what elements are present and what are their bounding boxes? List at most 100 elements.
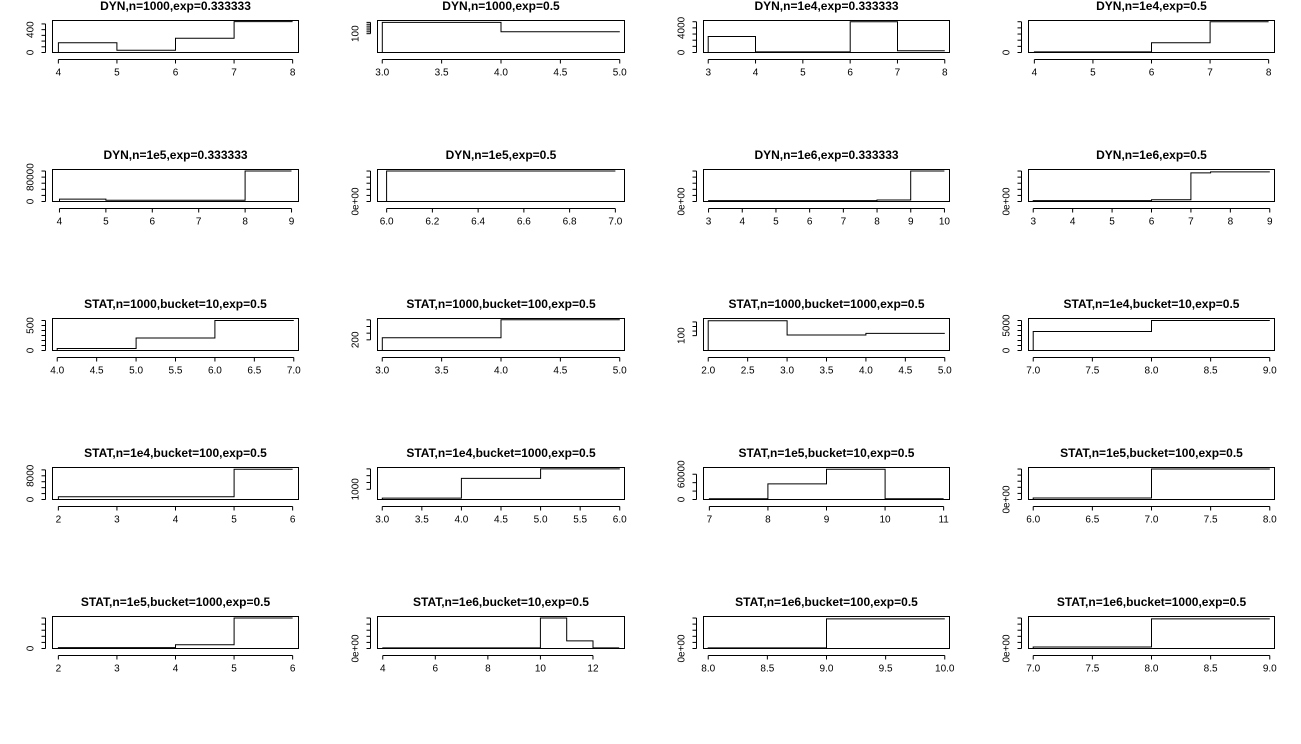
x-tick-label: 4.0 [50,366,64,377]
plot-frame [52,616,299,649]
plot-frame [377,20,625,53]
x-tick-label: 3.5 [415,515,429,526]
x-tick-label: 9 [908,217,914,228]
x-tick-label: 7.5 [1085,366,1099,377]
y-tick-label: 1000 [351,478,362,501]
y-tick-label: 80000 [26,163,37,191]
x-tick-label: 9.0 [820,664,834,675]
x-tick-label: 5.0 [534,515,548,526]
x-tick-label: 3.5 [435,68,449,79]
x-tick-label: 6.4 [471,217,485,228]
x-tick-label: 5.0 [938,366,952,377]
series-step-line [1032,171,1270,202]
x-tick-label: 3.0 [375,68,389,79]
chart-title: DYN,n=1e6,exp=0.5 [1096,148,1207,162]
x-tick-label: 5 [1109,217,1115,228]
chart-panel: STAT,n=1e5,bucket=10,exp=0.5 7 8 9 10 11 0 6000… [677,446,950,526]
x-tick-label: 11 [938,515,949,526]
y-tick-label: 0e+00 [351,187,362,216]
y-tick-label: 0e+00 [351,634,362,663]
chart-panel: DYN,n=1e5,exp=0.5 6.0 6.2 6.4 6.6 6.8 7.0 0e+00 [351,148,625,228]
x-tick-label: 6.8 [563,217,577,228]
x-tick-label: 6 [290,664,296,675]
y-tick-label: 200 [351,331,362,348]
y-tick-label: 0 [677,496,688,502]
x-tick-label: 4 [739,217,745,228]
chart-panel: STAT,n=1000,bucket=100,exp=0.5 3.0 3.5 4.0 4… [351,297,628,377]
x-tick-label: 8 [765,515,771,526]
x-tick-label: 7 [1207,68,1213,79]
x-tick-label: 8 [485,664,491,675]
x-tick-label: 3 [705,68,711,79]
series-step-line [708,170,945,202]
x-tick-label: 4.5 [90,366,104,377]
x-tick-label: 8.0 [1145,664,1159,675]
series-step-line [707,21,945,53]
x-tick-label: 4 [56,68,62,79]
chart-panel: DYN,n=1e6,exp=0.5 3 4 5 6 7 8 9 0e+00 [1002,148,1275,228]
plot-frame [703,616,950,649]
x-tick-label: 6.0 [208,366,222,377]
chart-title: DYN,n=1000,exp=0.5 [442,0,560,13]
x-tick-label: 7 [196,217,202,228]
x-tick-label: 3 [114,515,120,526]
x-tick-label: 4 [173,515,179,526]
chart-title: STAT,n=1e6,bucket=1000,exp=0.5 [1057,595,1247,609]
series-step-line [1032,618,1270,649]
x-tick-label: 8 [874,217,880,228]
x-tick-label: 7.0 [1026,366,1040,377]
x-tick-label: 5.5 [573,515,587,526]
x-tick-label: 7 [707,515,713,526]
x-tick-label: 10 [939,217,951,228]
x-tick-label: 7 [841,217,847,228]
x-tick-label: 4.5 [494,515,508,526]
plot-frame [703,318,950,351]
plot-frame [377,616,625,649]
chart-title: STAT,n=1e5,bucket=1000,exp=0.5 [81,595,271,609]
plot-frame [1028,318,1275,351]
series-step-line [57,21,293,53]
x-tick-label: 8.5 [1204,664,1218,675]
y-tick-label: 0 [26,198,37,204]
chart-title: STAT,n=1e6,bucket=10,exp=0.5 [413,595,589,609]
x-tick-label: 5 [800,68,806,79]
chart-panel: STAT,n=1000,bucket=10,exp=0.5 4.0 4.5 5.0 5.… [26,297,302,377]
y-tick-label: 500 [26,317,37,334]
y-tick-label: 400 [26,21,37,38]
x-tick-label: 2.5 [741,366,755,377]
y-tick-label: 5000 [1002,314,1013,337]
x-tick-label: 3.5 [435,366,449,377]
x-tick-label: 8.0 [1263,515,1277,526]
x-tick-label: 4.5 [898,366,912,377]
plot-frame [377,318,625,351]
y-tick-label: 8000 [26,464,37,487]
series-step-line [381,21,620,53]
x-tick-label: 5 [114,68,120,79]
y-tick-label: 100 [351,25,362,42]
x-tick-label: 5 [1090,68,1096,79]
x-tick-label: 5.5 [169,366,183,377]
x-tick-label: 6.6 [517,217,531,228]
x-tick-label: 2.0 [701,366,715,377]
x-tick-label: 8.0 [1145,366,1159,377]
series-step-line [57,617,293,649]
y-tick-label: 0 [1002,49,1013,55]
x-tick-label: 4.5 [553,68,567,79]
series-step-line [382,617,620,649]
chart-panel: STAT,n=1e4,bucket=1000,exp=0.5 3.0 3.5 4.0 4… [351,446,628,526]
x-tick-label: 4.0 [494,366,508,377]
x-tick-label: 8 [1266,68,1272,79]
plot-frame [52,467,299,500]
y-tick-label: 0e+00 [677,634,688,663]
x-tick-label: 5 [231,515,237,526]
x-tick-label: 4 [1032,68,1038,79]
plot-frame [52,169,299,202]
x-tick-label: 8.0 [701,664,715,675]
chart-panel: STAT,n=1e4,bucket=10,exp=0.5 7.0 7.5 8.0 8.5… [1002,297,1278,377]
x-tick-label: 6.0 [1026,515,1040,526]
x-tick-label: 3.0 [780,366,794,377]
x-tick-label: 9 [824,515,830,526]
plot-frame [703,20,950,53]
plot-frame [1028,467,1275,500]
